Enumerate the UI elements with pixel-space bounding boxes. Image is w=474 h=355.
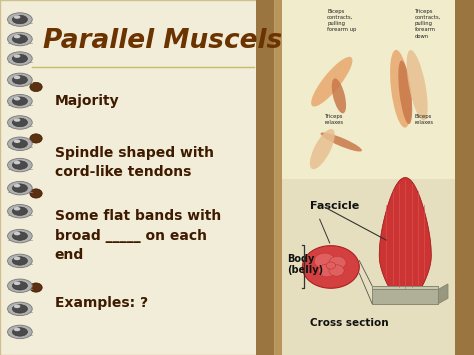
Ellipse shape: [14, 54, 20, 58]
Circle shape: [326, 262, 336, 269]
Ellipse shape: [8, 229, 32, 243]
Circle shape: [329, 265, 344, 276]
Text: Triceps
relaxes: Triceps relaxes: [325, 114, 344, 125]
Text: Parallel Muscels: Parallel Muscels: [43, 28, 282, 54]
Polygon shape: [372, 286, 438, 289]
Ellipse shape: [12, 118, 27, 127]
Polygon shape: [302, 246, 359, 288]
Ellipse shape: [14, 207, 20, 211]
Ellipse shape: [8, 181, 32, 195]
Ellipse shape: [12, 15, 27, 24]
Ellipse shape: [12, 54, 27, 63]
Ellipse shape: [332, 78, 346, 113]
Ellipse shape: [14, 257, 20, 260]
Text: Biceps
relaxes: Biceps relaxes: [415, 114, 434, 125]
Ellipse shape: [8, 302, 32, 316]
Ellipse shape: [14, 35, 20, 38]
Ellipse shape: [398, 60, 412, 124]
Ellipse shape: [12, 207, 27, 215]
Ellipse shape: [14, 15, 20, 19]
Ellipse shape: [14, 282, 20, 285]
Ellipse shape: [8, 94, 32, 108]
Ellipse shape: [12, 328, 27, 336]
Ellipse shape: [12, 305, 27, 313]
Bar: [282, 0, 474, 179]
Polygon shape: [438, 284, 448, 304]
Text: Majority: Majority: [55, 94, 119, 108]
Ellipse shape: [12, 97, 27, 105]
Ellipse shape: [8, 13, 32, 26]
Ellipse shape: [12, 184, 27, 192]
Ellipse shape: [390, 50, 411, 128]
Ellipse shape: [14, 76, 20, 79]
Ellipse shape: [12, 140, 27, 148]
Ellipse shape: [311, 57, 353, 106]
Ellipse shape: [12, 35, 27, 43]
Ellipse shape: [8, 116, 32, 129]
Circle shape: [30, 134, 42, 143]
Text: Body
(belly): Body (belly): [287, 254, 323, 275]
Ellipse shape: [8, 279, 32, 293]
Circle shape: [30, 82, 42, 92]
Ellipse shape: [8, 254, 32, 268]
Circle shape: [314, 253, 335, 269]
Text: Triceps
contracts,
pulling
forearm
down: Triceps contracts, pulling forearm down: [415, 9, 441, 39]
Ellipse shape: [8, 52, 32, 65]
Ellipse shape: [12, 257, 27, 265]
Ellipse shape: [14, 305, 20, 308]
Circle shape: [30, 189, 42, 198]
Bar: [455, 0, 474, 179]
Bar: [455, 179, 474, 355]
Ellipse shape: [8, 204, 32, 218]
Ellipse shape: [14, 97, 20, 100]
Circle shape: [30, 283, 42, 292]
Ellipse shape: [12, 161, 27, 169]
Circle shape: [319, 264, 336, 277]
Ellipse shape: [320, 132, 362, 152]
Ellipse shape: [14, 140, 20, 143]
Polygon shape: [372, 289, 438, 304]
Bar: [256, 0, 274, 355]
Ellipse shape: [14, 118, 20, 122]
Ellipse shape: [14, 184, 20, 187]
Ellipse shape: [12, 76, 27, 84]
Text: Biceps
contracts,
pulling
forearm up: Biceps contracts, pulling forearm up: [327, 9, 356, 32]
Ellipse shape: [12, 232, 27, 240]
Circle shape: [329, 256, 346, 269]
Ellipse shape: [12, 282, 27, 290]
Text: Cross section: Cross section: [310, 318, 389, 328]
Ellipse shape: [8, 32, 32, 46]
Ellipse shape: [14, 232, 20, 235]
Ellipse shape: [8, 73, 32, 87]
Text: Spindle shaped with
cord-like tendons: Spindle shaped with cord-like tendons: [55, 146, 213, 179]
Bar: [282, 179, 474, 355]
Text: Some flat bands with
broad _____ on each
end: Some flat bands with broad _____ on each…: [55, 209, 221, 262]
Ellipse shape: [8, 158, 32, 172]
Ellipse shape: [14, 328, 20, 331]
Bar: [0, 0, 273, 355]
Ellipse shape: [310, 129, 335, 169]
Polygon shape: [379, 178, 431, 302]
Text: Fascicle: Fascicle: [310, 201, 360, 211]
Ellipse shape: [8, 325, 32, 339]
Ellipse shape: [407, 50, 428, 120]
Ellipse shape: [14, 161, 20, 164]
Ellipse shape: [8, 137, 32, 151]
Text: Examples: ?: Examples: ?: [55, 296, 147, 310]
